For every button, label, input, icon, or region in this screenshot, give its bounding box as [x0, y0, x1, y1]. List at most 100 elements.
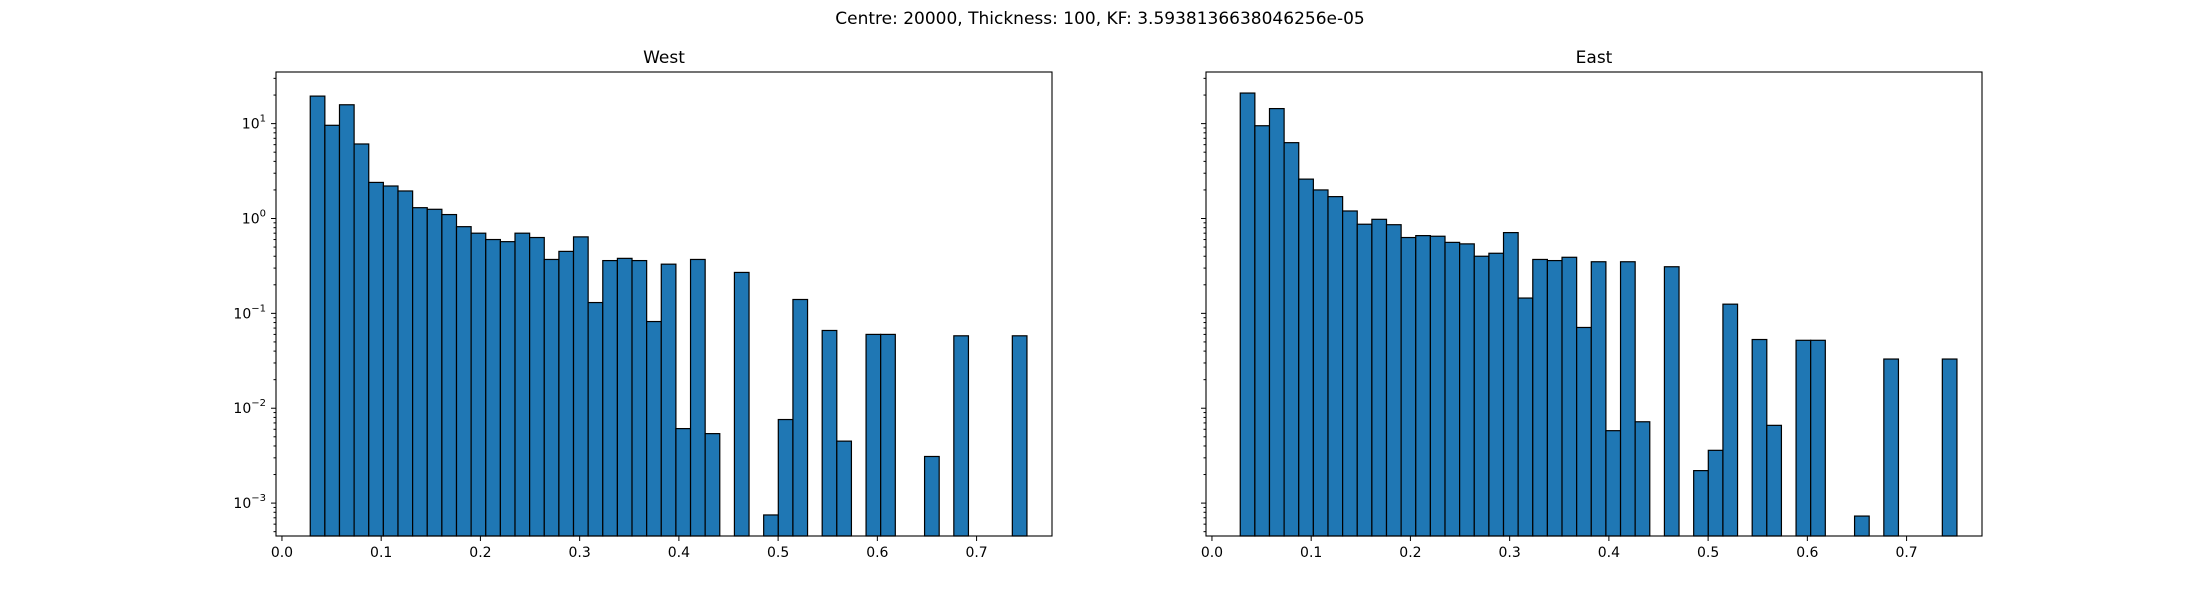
west-histogram-bar	[543, 258, 560, 537]
y-tick-exponent: 0	[260, 208, 266, 219]
east-histogram-bar	[1268, 107, 1285, 537]
west-y-tick-label: 10−1	[233, 303, 266, 322]
y-tick-base: 10	[233, 496, 251, 512]
west-y-tick-label: 10−2	[233, 398, 266, 417]
west-histogram-bar	[499, 241, 516, 537]
west-histogram-bar	[836, 440, 853, 537]
west-histogram-bar	[733, 271, 750, 537]
west-histogram-bar	[704, 433, 721, 537]
west-x-tick-label: 0.6	[866, 545, 888, 561]
east-histogram-bar	[1693, 470, 1709, 537]
y-tick-base: 10	[233, 401, 251, 417]
west-histogram-bar	[309, 95, 326, 537]
west-histogram-bar	[455, 226, 472, 537]
west-histogram-bar	[763, 514, 779, 537]
east-histogram-bar	[1400, 236, 1417, 537]
west-y-tick-label: 100	[242, 208, 266, 227]
east-histogram-bar	[1532, 258, 1549, 537]
east-axes-frame	[1205, 71, 1983, 537]
figure-suptitle: Centre: 20000, Thickness: 100, KF: 3.593…	[835, 9, 1365, 29]
west-histogram-bar	[631, 259, 648, 537]
west-histogram-bar	[660, 263, 677, 537]
west-axes-frame	[275, 71, 1053, 537]
west-histogram-bar	[558, 250, 575, 537]
east-histogram-bar	[1619, 261, 1636, 537]
east-histogram-bar	[1795, 339, 1812, 537]
west-histogram-bar	[865, 333, 882, 537]
east-histogram-bar	[1722, 303, 1739, 537]
east-histogram-bar	[1634, 421, 1651, 537]
west-histogram-bar	[470, 232, 487, 537]
east-histogram-bar	[1663, 266, 1680, 537]
east-histogram-bar	[1415, 235, 1431, 537]
east-histogram-bar	[1546, 259, 1563, 537]
west-histogram-bar	[616, 257, 633, 537]
west-histogram-bar	[821, 329, 838, 537]
y-tick-base: 10	[233, 306, 251, 322]
west-y-tick-label: 101	[242, 114, 266, 133]
west-histogram-bar	[529, 236, 545, 537]
west-x-tick-label: 0.2	[469, 545, 491, 561]
east-histogram-bar	[1502, 231, 1519, 537]
west-histogram-bar	[324, 124, 341, 537]
east-x-tick-label: 0.5	[1697, 545, 1719, 561]
west-histogram-bar	[646, 320, 662, 537]
east-histogram-bar	[1444, 241, 1461, 537]
east-histogram-bar	[1385, 224, 1402, 537]
west-x-tick-label: 0.3	[569, 545, 591, 561]
east-axes-title: East	[1576, 48, 1613, 68]
west-histogram-bar	[441, 213, 458, 537]
west-histogram-bar	[602, 259, 619, 537]
west-histogram-bar	[368, 181, 384, 537]
west-histogram-bar	[675, 427, 692, 537]
y-tick-exponent: −2	[251, 398, 266, 409]
east-histogram-axes: East 0.0 0.1 0.2 0.3 0.4 0.5 0.6 0.7	[1201, 48, 1983, 561]
east-histogram-bar	[1605, 430, 1622, 537]
west-histogram-bar	[572, 236, 589, 537]
east-histogram-bar	[1576, 326, 1592, 537]
west-axes-title: West	[643, 48, 685, 68]
west-histogram-bar	[412, 207, 428, 537]
west-histogram-bar	[353, 143, 370, 537]
west-histogram-bar	[792, 298, 809, 537]
west-x-tick-label: 0.5	[767, 545, 789, 561]
east-histogram-bar	[1810, 339, 1826, 537]
west-histogram-bar	[397, 190, 414, 537]
y-tick-exponent: −3	[251, 493, 266, 504]
east-histogram-bar	[1283, 142, 1300, 537]
west-histogram-bar	[587, 301, 604, 537]
east-histogram-bar	[1488, 252, 1505, 537]
y-tick-base: 10	[242, 211, 260, 227]
east-histogram-bar	[1766, 424, 1783, 537]
east-histogram-bar	[1254, 125, 1271, 537]
west-x-tick-label: 0.4	[668, 545, 690, 561]
east-histogram-bar	[1298, 178, 1314, 537]
east-histogram-bar	[1883, 358, 1900, 537]
east-histogram-bar	[1429, 235, 1446, 537]
west-histogram-bar	[338, 104, 355, 537]
y-tick-base: 10	[242, 117, 260, 133]
east-histogram-bar	[1342, 210, 1358, 537]
east-x-tick-label: 0.7	[1895, 545, 1917, 561]
east-histogram-bar	[1312, 189, 1329, 537]
y-tick-exponent: −1	[251, 303, 266, 314]
east-histogram-bar	[1853, 515, 1870, 537]
west-histogram-bar	[485, 238, 501, 537]
east-histogram-bar	[1751, 338, 1768, 537]
east-histogram-bar	[1517, 297, 1534, 537]
east-histogram-bar	[1327, 196, 1344, 537]
west-histogram-bar	[777, 418, 794, 537]
east-x-tick-label: 0.6	[1796, 545, 1818, 561]
west-y-tick-label: 10−3	[233, 493, 266, 512]
east-x-tick-label: 0.1	[1300, 545, 1322, 561]
east-histogram-bar	[1459, 243, 1475, 537]
west-x-tick-label: 0.0	[271, 545, 293, 561]
east-histogram-bar	[1707, 449, 1724, 537]
east-x-tick-label: 0.3	[1499, 545, 1521, 561]
east-histogram-bar	[1473, 255, 1490, 537]
east-histogram-bar	[1590, 261, 1607, 537]
east-histogram-bar	[1371, 218, 1388, 537]
west-histogram-bar	[923, 455, 940, 537]
